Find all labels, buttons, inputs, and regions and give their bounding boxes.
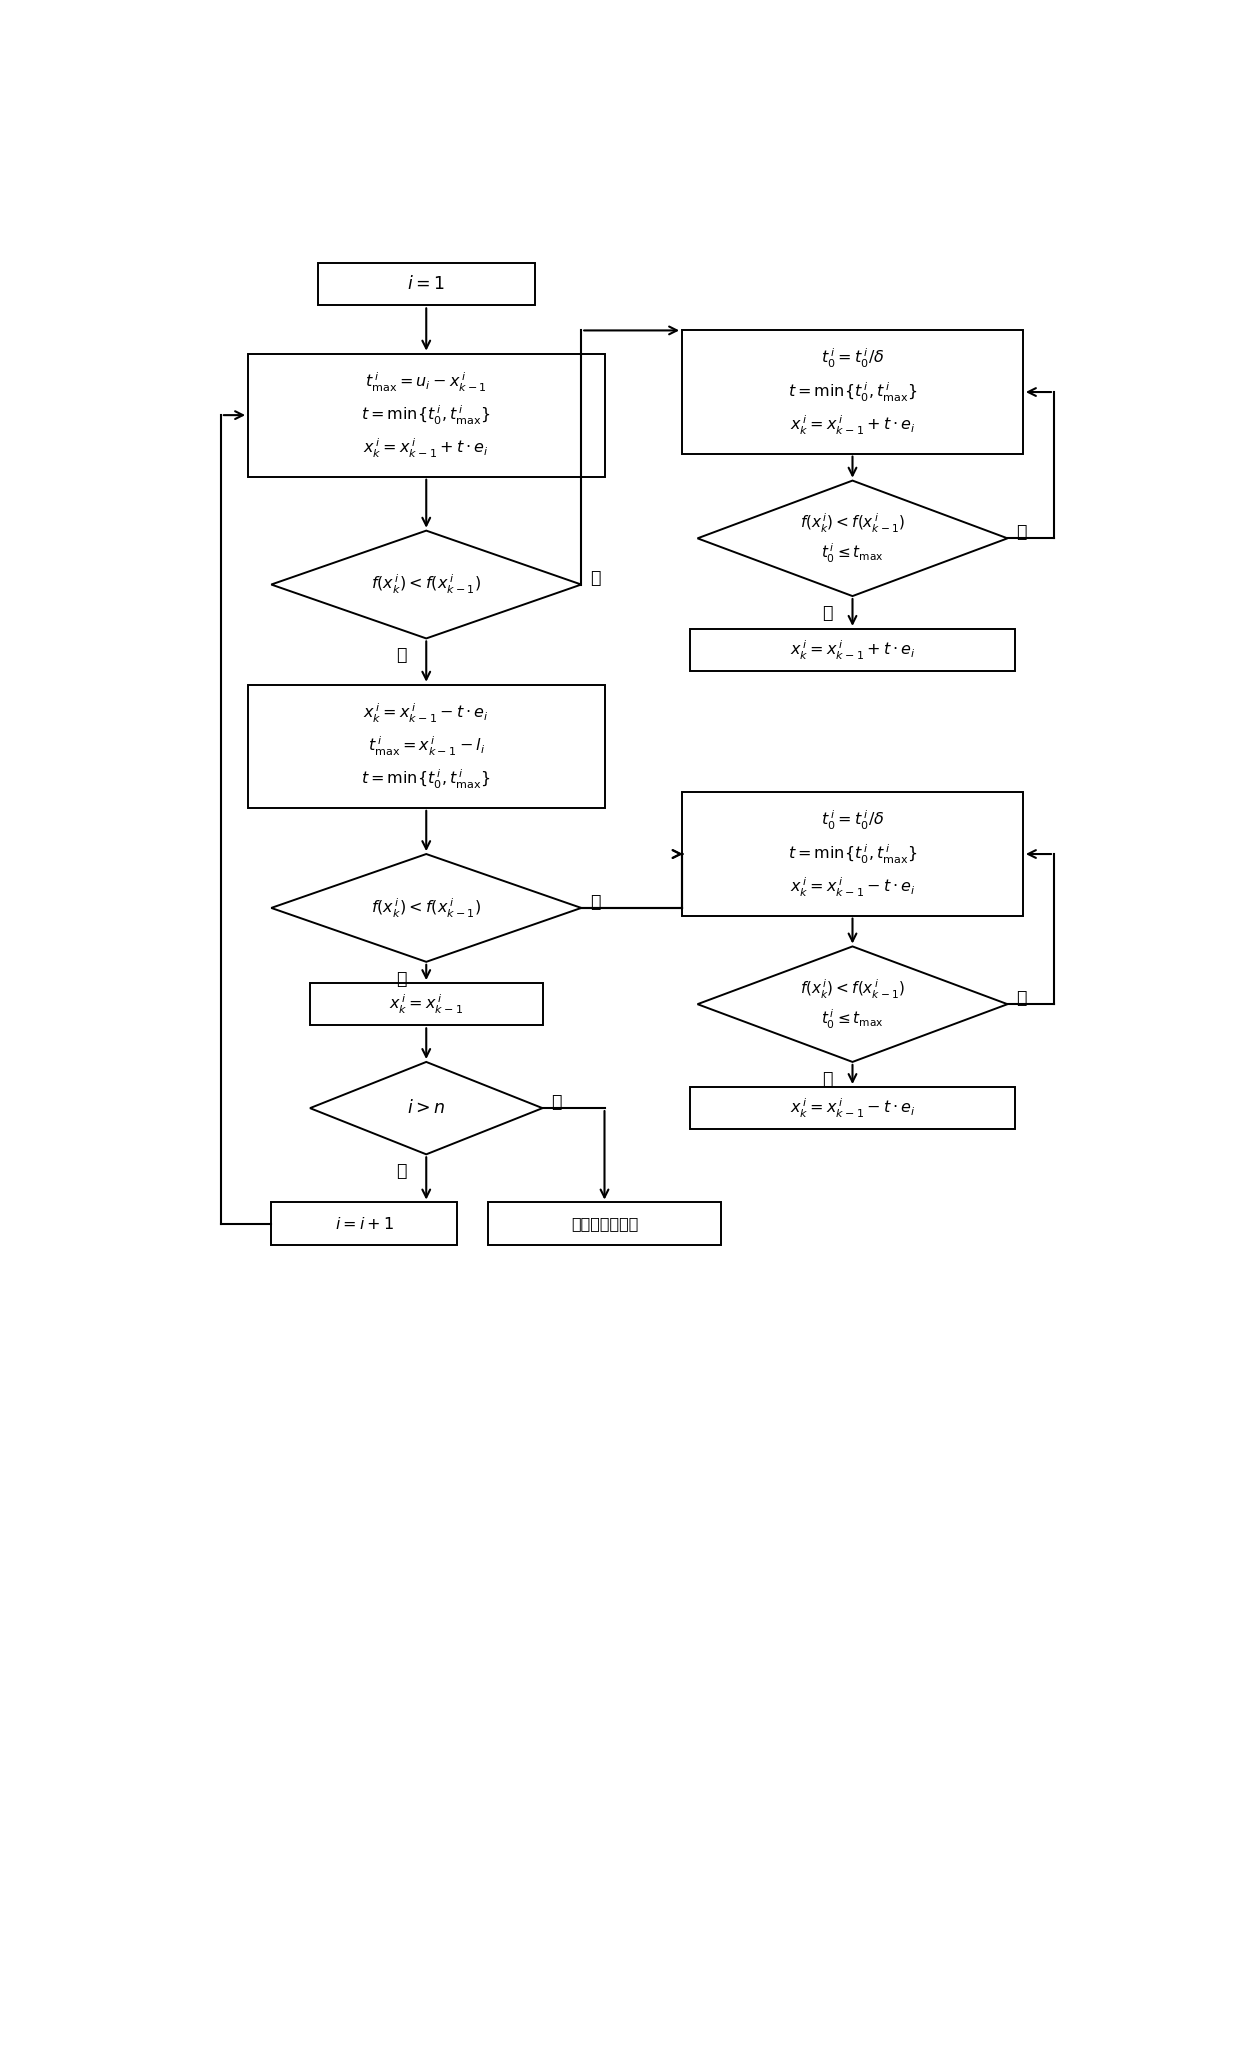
Text: 是: 是 (590, 893, 600, 912)
Polygon shape (697, 947, 1007, 1062)
FancyBboxPatch shape (682, 331, 1023, 453)
FancyBboxPatch shape (248, 353, 605, 477)
Text: 是: 是 (1017, 523, 1027, 542)
FancyBboxPatch shape (310, 984, 543, 1025)
Text: 否: 否 (397, 969, 407, 988)
FancyBboxPatch shape (272, 1203, 458, 1244)
Polygon shape (310, 1062, 543, 1153)
FancyBboxPatch shape (682, 792, 1023, 916)
Text: $x_k^{\,i}=x_{k-1}^{\,i}+t\cdot e_i$: $x_k^{\,i}=x_{k-1}^{\,i}+t\cdot e_i$ (790, 639, 915, 661)
Text: $t_0^{\,i}=t_0^{\,i}/\delta$
$t=\min\{t_0^{\,i},t_{\mathrm{max}}^{\,i}\}$
$x_k^{: $t_0^{\,i}=t_0^{\,i}/\delta$ $t=\min\{t_… (787, 347, 918, 436)
Text: $i=1$: $i=1$ (408, 275, 445, 294)
Text: $f(x_k^{\,i})<f(x_{k-1}^{\,i})$
$t_0^{\,i}\leq t_{\mathrm{max}}$: $f(x_k^{\,i})<f(x_{k-1}^{\,i})$ $t_0^{\,… (800, 978, 905, 1031)
Text: $f(x_k^{\,i})<f(x_{k-1}^{\,i})$
$t_0^{\,i}\leq t_{\mathrm{max}}$: $f(x_k^{\,i})<f(x_{k-1}^{\,i})$ $t_0^{\,… (800, 513, 905, 564)
Polygon shape (272, 531, 582, 639)
Text: $x_k^{\,i}=x_{k-1}^{\,i}$: $x_k^{\,i}=x_{k-1}^{\,i}$ (389, 992, 464, 1015)
Text: $t_0^{\,i}=t_0^{\,i}/\delta$
$t=\min\{t_0^{\,i},t_{\mathrm{max}}^{\,i}\}$
$x_k^{: $t_0^{\,i}=t_0^{\,i}/\delta$ $t=\min\{t_… (787, 808, 918, 899)
Text: $i>n$: $i>n$ (407, 1100, 445, 1116)
Polygon shape (697, 482, 1007, 595)
FancyBboxPatch shape (317, 263, 534, 306)
FancyBboxPatch shape (689, 1087, 1016, 1129)
Text: $f(x_k^{\,i})<f(x_{k-1}^{\,i})$: $f(x_k^{\,i})<f(x_{k-1}^{\,i})$ (371, 897, 481, 920)
Text: 否: 否 (397, 1162, 407, 1180)
Text: 是: 是 (1017, 988, 1027, 1007)
FancyBboxPatch shape (489, 1203, 720, 1244)
Text: 否: 否 (822, 604, 833, 622)
Text: 否: 否 (822, 1071, 833, 1087)
Polygon shape (272, 854, 582, 961)
Text: $i=i+1$: $i=i+1$ (335, 1215, 394, 1232)
Text: 重新回到主循环: 重新回到主循环 (570, 1215, 639, 1232)
Text: 是: 是 (590, 568, 600, 587)
Text: $t_{\mathrm{max}}^{\,i}=u_i-x_{k-1}^{\,i}$
$t=\min\{t_0^{\,i},t_{\mathrm{max}}^{: $t_{\mathrm{max}}^{\,i}=u_i-x_{k-1}^{\,i… (362, 370, 491, 461)
FancyBboxPatch shape (248, 684, 605, 808)
Text: $x_k^{\,i}=x_{k-1}^{\,i}-t\cdot e_i$
$t_{\mathrm{max}}^{\,i}=x_{k-1}^{\,i}-l_i$
: $x_k^{\,i}=x_{k-1}^{\,i}-t\cdot e_i$ $t_… (362, 701, 491, 792)
FancyBboxPatch shape (689, 628, 1016, 672)
Text: $x_k^{\,i}=x_{k-1}^{\,i}-t\cdot e_i$: $x_k^{\,i}=x_{k-1}^{\,i}-t\cdot e_i$ (790, 1096, 915, 1120)
Text: 否: 否 (397, 647, 407, 664)
Text: $f(x_k^{\,i})<f(x_{k-1}^{\,i})$: $f(x_k^{\,i})<f(x_{k-1}^{\,i})$ (371, 573, 481, 595)
Text: 是: 是 (552, 1093, 562, 1110)
